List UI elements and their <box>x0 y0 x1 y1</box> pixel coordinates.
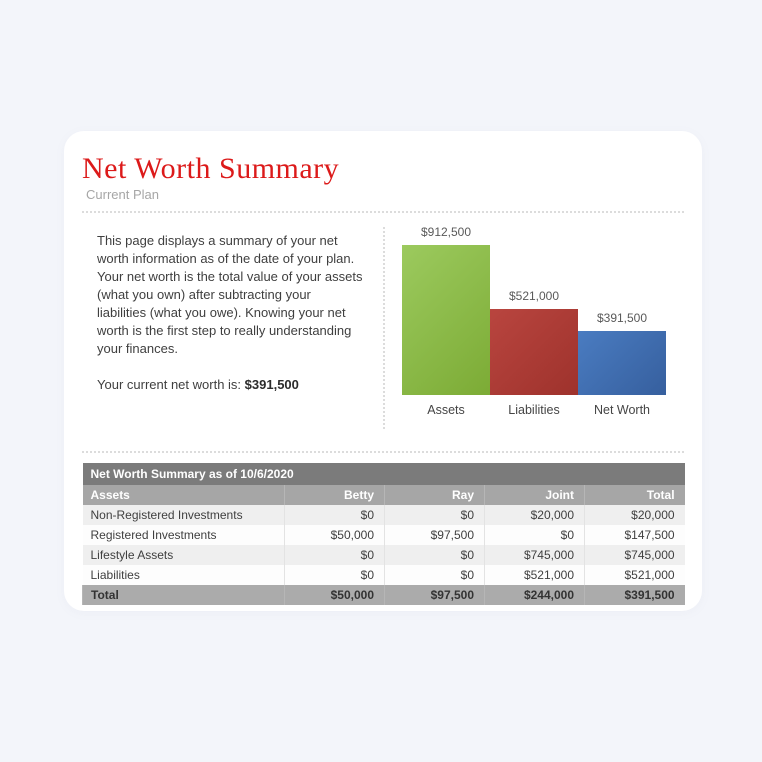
page-title: Net Worth Summary <box>82 152 340 185</box>
chart-bars-area: $912,500 $521,000 $391,500 <box>402 222 666 395</box>
intro-text-column: This page displays a summary of your net… <box>82 213 383 443</box>
bar-group-liabilities: $521,000 <box>490 222 578 395</box>
cell-betty: $0 <box>284 545 385 565</box>
bar-value-label-assets: $912,500 <box>420 225 472 239</box>
bar-assets <box>402 245 490 395</box>
cell-joint: $521,000 <box>484 565 585 585</box>
cell-betty: $50,000 <box>284 585 385 605</box>
table-title: Net Worth Summary as of 10/6/2020 <box>82 463 685 485</box>
net-worth-table: Net Worth Summary as of 10/6/2020 Assets… <box>82 463 685 605</box>
bar-group-assets: $912,500 <box>402 222 490 395</box>
vertical-dotted-divider <box>383 227 385 429</box>
table-row-liabilities: Liabilities $0 $0 $521,000 $521,000 <box>82 565 685 585</box>
cell-ray: $0 <box>384 565 485 585</box>
bar-liabilities <box>490 309 578 395</box>
table-row-registered-investments: Registered Investments $50,000 $97,500 $… <box>82 525 685 545</box>
row-label: Registered Investments <box>82 525 285 545</box>
bar-category-label-assets: Assets <box>427 403 465 417</box>
bar-category-label-liabilities: Liabilities <box>508 403 560 417</box>
net-worth-label: Your current net worth is: <box>97 377 245 392</box>
col-header-total: Total <box>583 485 685 505</box>
cell-ray: $97,500 <box>384 585 485 605</box>
table-divider <box>82 451 684 453</box>
intro-paragraph: This page displays a summary of your net… <box>97 233 363 356</box>
cell-ray: $97,500 <box>384 525 485 545</box>
cell-betty: $50,000 <box>284 525 385 545</box>
bar-value-label-liabilities: $521,000 <box>508 289 560 303</box>
header-divider <box>82 211 684 213</box>
row-label: Lifestyle Assets <box>82 545 285 565</box>
net-worth-summary-card: Net Worth Summary Current Plan This page… <box>64 131 702 611</box>
table-total-row: Total $50,000 $97,500 $244,000 $391,500 <box>82 585 685 605</box>
row-label: Non-Registered Investments <box>82 505 285 525</box>
cell-betty: $0 <box>284 565 385 585</box>
col-header-assets: Assets <box>82 485 285 505</box>
cell-joint: $244,000 <box>484 585 585 605</box>
cell-total: $745,000 <box>583 545 685 565</box>
row-label: Total <box>82 585 285 605</box>
net-worth-value: $391,500 <box>244 377 299 392</box>
cell-betty: $0 <box>284 505 385 525</box>
cell-joint: $745,000 <box>484 545 585 565</box>
cell-ray: $0 <box>384 545 485 565</box>
col-header-betty: Betty <box>284 485 385 505</box>
cell-ray: $0 <box>384 505 485 525</box>
table-row-lifestyle-assets: Lifestyle Assets $0 $0 $745,000 $745,000 <box>82 545 685 565</box>
table-row-non-registered-investments: Non-Registered Investments $0 $0 $20,000… <box>82 505 685 525</box>
bar-value-label-net-worth: $391,500 <box>596 311 648 325</box>
col-header-joint: Joint <box>484 485 585 505</box>
cell-total: $147,500 <box>583 525 685 545</box>
bar-category-label-net-worth: Net Worth <box>593 403 651 417</box>
chart-category-axis: Assets Liabilities Net Worth <box>402 395 666 417</box>
page-header: Net Worth Summary Current Plan <box>64 131 702 203</box>
summary-content-row: This page displays a summary of your net… <box>64 213 702 443</box>
cell-total: $391,500 <box>583 585 685 605</box>
current-net-worth-line: Your current net worth is: $391,500 <box>97 376 363 394</box>
cell-joint: $0 <box>484 525 585 545</box>
net-worth-bar-chart: $912,500 $521,000 $391,500 Assets Liabiliti… <box>402 213 666 443</box>
cell-total: $521,000 <box>583 565 685 585</box>
col-header-ray: Ray <box>384 485 485 505</box>
bar-group-net-worth: $391,500 <box>578 222 666 395</box>
table-title-row: Net Worth Summary as of 10/6/2020 <box>82 463 685 485</box>
row-label: Liabilities <box>82 565 285 585</box>
plan-name-subtitle: Current Plan <box>86 187 159 202</box>
cell-total: $20,000 <box>583 505 685 525</box>
table-column-header-row: Assets Betty Ray Joint Total <box>82 485 685 505</box>
cell-joint: $20,000 <box>484 505 585 525</box>
bar-net-worth <box>578 331 666 395</box>
